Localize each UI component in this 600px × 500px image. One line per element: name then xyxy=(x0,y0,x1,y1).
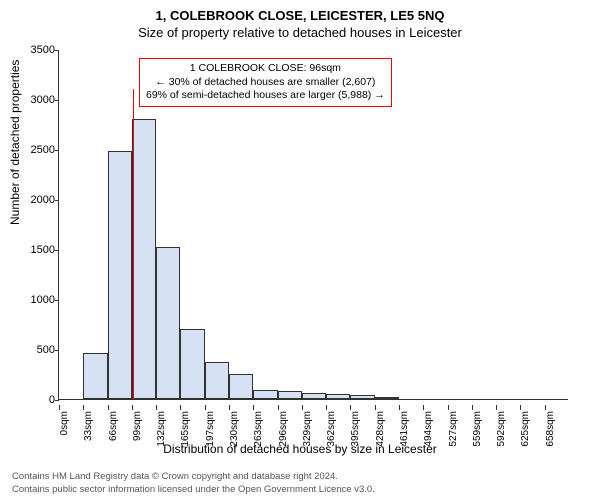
x-tick-mark xyxy=(350,405,351,410)
x-tick-mark xyxy=(302,405,303,410)
y-tick-mark xyxy=(55,350,59,351)
y-tick-mark xyxy=(55,250,59,251)
y-tick-label: 3500 xyxy=(15,44,55,56)
x-tick-mark xyxy=(132,405,133,410)
x-axis-label: Distribution of detached houses by size … xyxy=(0,442,600,456)
y-tick-mark xyxy=(55,50,59,51)
x-tick-mark xyxy=(253,405,254,410)
x-tick-mark xyxy=(326,405,327,410)
x-tick-mark xyxy=(375,405,376,410)
histogram-bar xyxy=(253,390,277,399)
histogram-bar xyxy=(156,247,180,399)
y-tick-mark xyxy=(55,400,59,401)
y-tick-label: 500 xyxy=(15,344,55,356)
histogram-bar xyxy=(302,393,326,399)
x-tick-mark xyxy=(472,405,473,410)
y-tick-label: 2500 xyxy=(15,144,55,156)
page-title: 1, COLEBROOK CLOSE, LEICESTER, LE5 5NQ xyxy=(0,0,600,23)
y-tick-mark xyxy=(55,100,59,101)
histogram-bar xyxy=(229,374,253,399)
x-tick-label: 33sqm xyxy=(83,411,94,441)
histogram-bar xyxy=(375,397,399,399)
x-tick-mark xyxy=(205,405,206,410)
chart-area: 05001000150020002500300035000sqm33sqm66s… xyxy=(58,50,568,400)
x-tick-mark xyxy=(59,405,60,410)
x-tick-mark xyxy=(545,405,546,410)
x-tick-mark xyxy=(180,405,181,410)
x-tick-label: 0sqm xyxy=(59,411,70,435)
plot-region: 05001000150020002500300035000sqm33sqm66s… xyxy=(58,50,568,400)
y-tick-label: 1500 xyxy=(15,244,55,256)
x-tick-mark xyxy=(108,405,109,410)
annotation-box: 1 COLEBROOK CLOSE: 96sqm← 30% of detache… xyxy=(139,58,392,107)
page-subtitle: Size of property relative to detached ho… xyxy=(0,23,600,40)
x-tick-mark xyxy=(423,405,424,410)
property-marker-line xyxy=(133,89,134,399)
footer-line-2: Contains public sector information licen… xyxy=(12,484,375,496)
x-tick-mark xyxy=(229,405,230,410)
x-tick-mark xyxy=(448,405,449,410)
x-tick-mark xyxy=(520,405,521,410)
y-tick-label: 3000 xyxy=(15,94,55,106)
histogram-bar xyxy=(83,353,107,399)
footer-line-1: Contains HM Land Registry data © Crown c… xyxy=(12,471,375,483)
x-tick-mark xyxy=(278,405,279,410)
histogram-bar xyxy=(132,119,156,399)
histogram-bar xyxy=(326,394,350,399)
histogram-bar xyxy=(180,329,204,399)
x-tick-label: 66sqm xyxy=(108,411,119,441)
y-tick-label: 2000 xyxy=(15,194,55,206)
y-tick-label: 1000 xyxy=(15,294,55,306)
footer-attribution: Contains HM Land Registry data © Crown c… xyxy=(12,471,375,496)
x-tick-mark xyxy=(156,405,157,410)
annotation-line-2: ← 30% of detached houses are smaller (2,… xyxy=(146,76,385,90)
y-tick-mark xyxy=(55,300,59,301)
x-tick-mark xyxy=(83,405,84,410)
x-tick-label: 99sqm xyxy=(132,411,143,441)
annotation-line-1: 1 COLEBROOK CLOSE: 96sqm xyxy=(146,62,385,76)
y-tick-mark xyxy=(55,150,59,151)
y-tick-mark xyxy=(55,200,59,201)
x-tick-mark xyxy=(496,405,497,410)
annotation-line-3: 69% of semi-detached houses are larger (… xyxy=(146,89,385,103)
x-tick-mark xyxy=(399,405,400,410)
histogram-bar xyxy=(108,151,132,399)
histogram-bar xyxy=(278,391,302,399)
histogram-bar xyxy=(350,395,374,399)
y-tick-label: 0 xyxy=(15,394,55,406)
histogram-bar xyxy=(205,362,229,399)
